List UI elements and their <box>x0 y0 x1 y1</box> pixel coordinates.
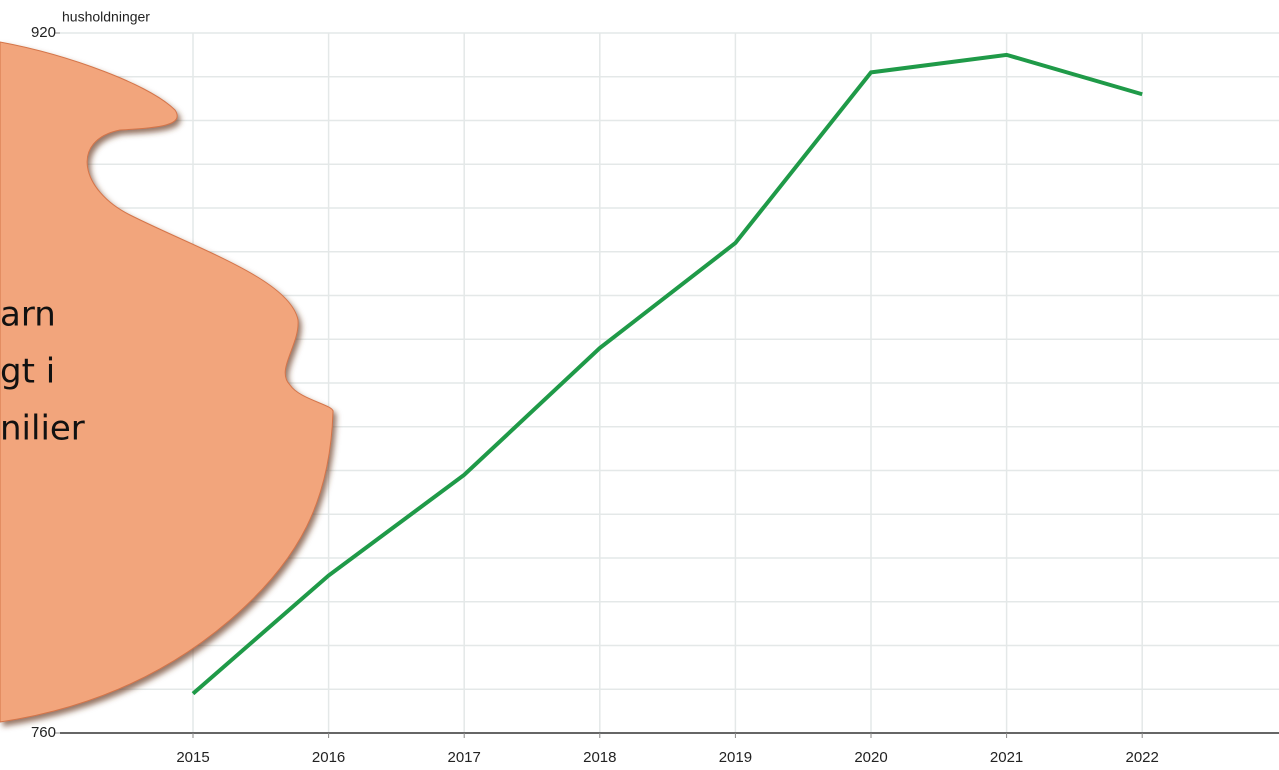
overlay-text: gt i <box>0 352 55 392</box>
x-tick-label: 2017 <box>448 749 481 766</box>
y-tick-label: 920 <box>31 24 56 41</box>
x-tick-label: 2015 <box>176 749 209 766</box>
page: husholdninger 760 920 2015 2016 2017 2018 2019… <box>0 0 1279 770</box>
data-line <box>193 55 1142 694</box>
overlay-text: nilier <box>0 409 85 449</box>
x-tick-label: 2020 <box>854 749 887 766</box>
chart: husholdninger 760 920 2015 2016 2017 2018 2019… <box>0 0 1279 770</box>
y-tick-label: 760 <box>31 724 56 741</box>
x-tick-label: 2022 <box>1126 749 1159 766</box>
x-tick-label: 2019 <box>719 749 752 766</box>
overlay-text: arn <box>0 295 56 335</box>
x-tick-label: 2016 <box>312 749 345 766</box>
x-tick-label: 2018 <box>583 749 616 766</box>
y-axis-label: husholdninger <box>62 9 150 25</box>
x-tick-label: 2021 <box>990 749 1023 766</box>
